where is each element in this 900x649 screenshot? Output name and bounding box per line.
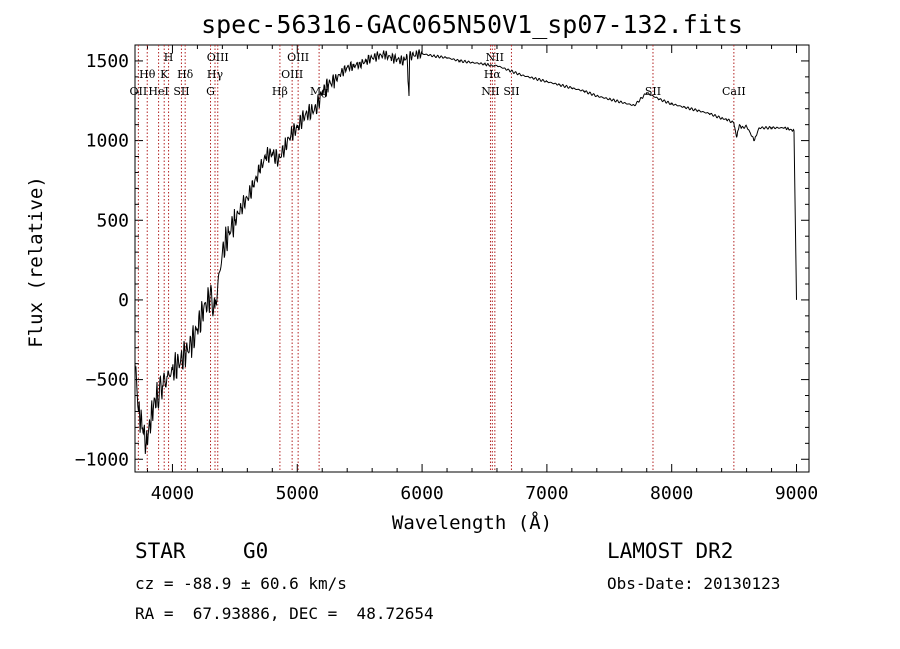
y-axis-label: Flux (relative) (25, 176, 47, 348)
chart-title: spec-56316-GAC065N50V1_sp07-132.fits (201, 10, 743, 39)
spectral-line-label: OIII (287, 51, 309, 64)
y-tick-label: 1000 (86, 131, 129, 152)
spectral-line-label: OIII (281, 68, 303, 81)
plot-frame (134, 44, 810, 473)
spectral-line-label: K (160, 68, 169, 81)
y-tick-label: −500 (86, 370, 129, 391)
spectral-line-label: NII (481, 85, 499, 98)
x-tick-label: 8000 (650, 483, 693, 504)
spectral-line-label: Hβ (272, 85, 288, 98)
x-tick-label: 4000 (151, 483, 194, 504)
spectral-line-label: SII (503, 85, 519, 98)
spectral-line-label: NII (486, 51, 504, 64)
redshift-text: cz = -88.9 ± 60.6 km/s (135, 574, 347, 593)
spectral-line-label: OII (130, 85, 148, 98)
y-tick-label: 0 (118, 290, 129, 311)
spectral-line-label: Hα (484, 68, 502, 81)
y-tick-label: 500 (96, 210, 129, 231)
spectral-line-label: Hθ (139, 68, 156, 81)
coordinates-text: RA = 67.93886, DEC = 48.72654 (135, 604, 434, 623)
spectral-line-label: Hγ (207, 68, 224, 81)
survey-name: LAMOST DR2 (607, 539, 734, 563)
plot-axes: 4000 5000 6000 7000 8000 9000 −1000 −500 0 500 100… (75, 44, 818, 504)
y-tick-label: −1000 (75, 449, 129, 470)
object-class: STAR (135, 539, 186, 563)
x-tick-label: 6000 (400, 483, 443, 504)
x-tick-label: 9000 (775, 483, 818, 504)
spectral-line-label: CaII (722, 85, 746, 98)
x-tick-label: 5000 (276, 483, 319, 504)
spectral-line-label: H (164, 51, 174, 64)
x-tick-label: 7000 (525, 483, 568, 504)
spectral-line-label: SII (173, 85, 189, 98)
obs-date-text: Obs-Date: 20130123 (607, 574, 781, 593)
spectral-line-label: OIII (207, 51, 229, 64)
spectral-subclass: G0 (243, 539, 269, 563)
spectral-line-label: G (206, 85, 215, 98)
y-tick-label: 1500 (86, 51, 129, 72)
spectral-line-label: SII (645, 85, 661, 98)
spectral-line-markers (137, 45, 735, 472)
spectral-line-label: HeI (148, 85, 168, 98)
spectrum-line (134, 49, 797, 454)
spectral-line-label: Hδ (177, 68, 194, 81)
x-axis-label: Wavelength (Å) (392, 511, 552, 534)
spectrum-series (134, 49, 797, 454)
